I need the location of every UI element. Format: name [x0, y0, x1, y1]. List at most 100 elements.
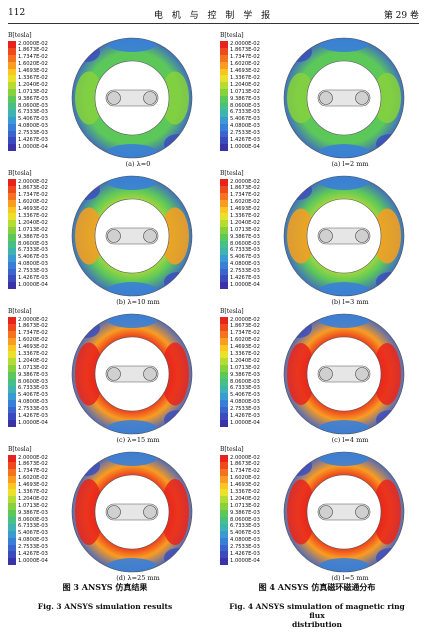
legend-unit: B[tesla]	[8, 32, 32, 39]
conductor-circle	[355, 505, 369, 519]
legend-value: 2.0000E-02	[230, 178, 260, 185]
legend-value: 1.0713E-02	[18, 502, 48, 509]
legend-row: 1.6020E-02	[220, 199, 282, 207]
legend-value: 9.3867E-03	[18, 509, 48, 516]
legend-value: 1.4693E-02	[18, 68, 48, 75]
legend-row: 9.3867E-03	[220, 510, 282, 518]
legend-swatch	[8, 399, 16, 407]
legend-value: 1.7347E-02	[18, 330, 48, 337]
legend-swatch	[8, 47, 16, 55]
field-plot-panel: B[tesla] 2.0000E-02 1.8673E-02 1.7347E-02 1.…	[8, 444, 208, 582]
legend-value: 1.8673E-02	[18, 185, 48, 192]
legend-value: 5.4067E-03	[18, 254, 48, 261]
legend-swatch	[8, 558, 16, 566]
legend-swatch	[220, 468, 228, 476]
legend-row: 1.3367E-02	[8, 489, 70, 497]
legend-row: 6.7333E-03	[220, 109, 282, 117]
legend-value: 4.0800E-03	[18, 123, 48, 130]
legend-value: 1.8673E-02	[18, 323, 48, 330]
legend-row: 2.7533E-03	[8, 544, 70, 552]
legend-swatch	[8, 523, 16, 531]
legend-value: 1.0713E-02	[230, 88, 260, 95]
legend-value: 2.7533E-03	[230, 130, 260, 137]
legend-value: 2.7533E-03	[18, 544, 48, 551]
panel-label: (a) l=2 mm	[331, 160, 369, 168]
legend-value: 1.3367E-02	[230, 74, 260, 81]
legend-swatch	[220, 455, 228, 462]
legend-value: 1.8673E-02	[230, 185, 260, 192]
legend-value: 1.2040E-02	[18, 357, 48, 364]
legend-swatch	[220, 544, 228, 552]
legend-value: 8.0600E-03	[230, 378, 260, 385]
conductor-circle	[143, 229, 157, 243]
legend-value: 1.0713E-02	[18, 88, 48, 95]
legend-value: 1.7347E-02	[230, 192, 260, 199]
legend-value: 8.0600E-03	[18, 516, 48, 523]
legend-swatch	[8, 372, 16, 380]
legend-value: 1.0000E-04	[18, 419, 48, 426]
legend-swatch	[8, 268, 16, 276]
fig4-caption-en: Fig. 4 ANSYS simulation of magnetic ring…	[229, 602, 405, 620]
legend-swatch	[220, 344, 228, 352]
legend-row: 1.7347E-02	[8, 192, 70, 200]
legend-row: 1.6020E-02	[8, 61, 70, 69]
legend-row: 4.0800E-03	[8, 261, 70, 269]
legend-value: 4.0800E-03	[230, 261, 260, 268]
legend-row: 1.7347E-02	[8, 330, 70, 338]
legend-value: 2.0000E-02	[18, 178, 48, 185]
legend-row: 1.4693E-02	[8, 482, 70, 490]
legend-value: 1.2040E-02	[230, 357, 260, 364]
legend-swatch	[8, 317, 16, 324]
legend-value: 1.3367E-02	[18, 350, 48, 357]
legend-row: 1.0713E-02	[220, 227, 282, 235]
legend-value: 4.0800E-03	[18, 261, 48, 268]
fig3-caption-cn: 图 3 ANSYS 仿真结果	[62, 582, 148, 592]
legend-row: 1.7347E-02	[220, 468, 282, 476]
legend-swatch	[220, 179, 228, 186]
legend-row: 1.4267E-03	[8, 551, 70, 559]
legend-row: 2.0000E-02	[220, 455, 282, 462]
legend-swatch	[8, 247, 16, 255]
legend-value: 1.2040E-02	[230, 81, 260, 88]
legend-swatch	[220, 337, 228, 345]
legend-swatch	[8, 482, 16, 490]
legend-value: 1.8673E-02	[18, 461, 48, 468]
legend-value: 2.0000E-02	[230, 454, 260, 461]
legend-row: 8.0600E-03	[8, 241, 70, 248]
color-legend: 2.0000E-02 1.8673E-02 1.7347E-02 1.6020E-02…	[220, 317, 282, 428]
legend-row: 6.7333E-03	[8, 523, 70, 531]
conductor-circle	[355, 367, 369, 381]
legend-value: 1.3367E-02	[18, 74, 48, 81]
legend-swatch	[220, 206, 228, 214]
legend-swatch	[8, 537, 16, 545]
legend-row: 1.3367E-02	[220, 351, 282, 359]
legend-swatch	[220, 530, 228, 538]
panel-label: (d) l=5 mm	[331, 574, 369, 582]
legend-value: 1.2040E-02	[230, 219, 260, 226]
legend-swatch	[8, 385, 16, 393]
legend-swatch	[8, 517, 16, 524]
legend-value: 1.3367E-02	[18, 212, 48, 219]
legend-swatch	[8, 130, 16, 138]
legend-swatch	[8, 199, 16, 207]
field-plot-panel: B[tesla] 2.0000E-02 1.8673E-02 1.7347E-02 1.…	[8, 306, 208, 444]
legend-row: 1.8673E-02	[220, 47, 282, 55]
legend-value: 4.0800E-03	[18, 399, 48, 406]
field-plot-panel: B[tesla] 2.0000E-02 1.8673E-02 1.7347E-02 1.…	[8, 168, 208, 306]
legend-row: 1.0000E-04	[220, 558, 282, 566]
legend-swatch	[8, 530, 16, 538]
legend-value: 1.6020E-02	[18, 475, 48, 482]
legend-value: 8.0600E-03	[18, 240, 48, 247]
legend-row: 2.7533E-03	[220, 544, 282, 552]
legend-row: 1.2040E-02	[8, 82, 70, 90]
legend-value: 1.4267E-03	[230, 136, 260, 143]
legend-row: 1.0000E-04	[8, 282, 70, 290]
legend-swatch	[8, 109, 16, 117]
legend-swatch	[220, 475, 228, 483]
legend-value: 1.6020E-02	[18, 337, 48, 344]
legend-row: 1.4693E-02	[220, 344, 282, 352]
flux-ring-plot	[71, 451, 193, 573]
legend-row: 1.0713E-02	[220, 503, 282, 511]
legend-value: 1.7347E-02	[230, 468, 260, 475]
legend-swatch	[8, 144, 16, 152]
